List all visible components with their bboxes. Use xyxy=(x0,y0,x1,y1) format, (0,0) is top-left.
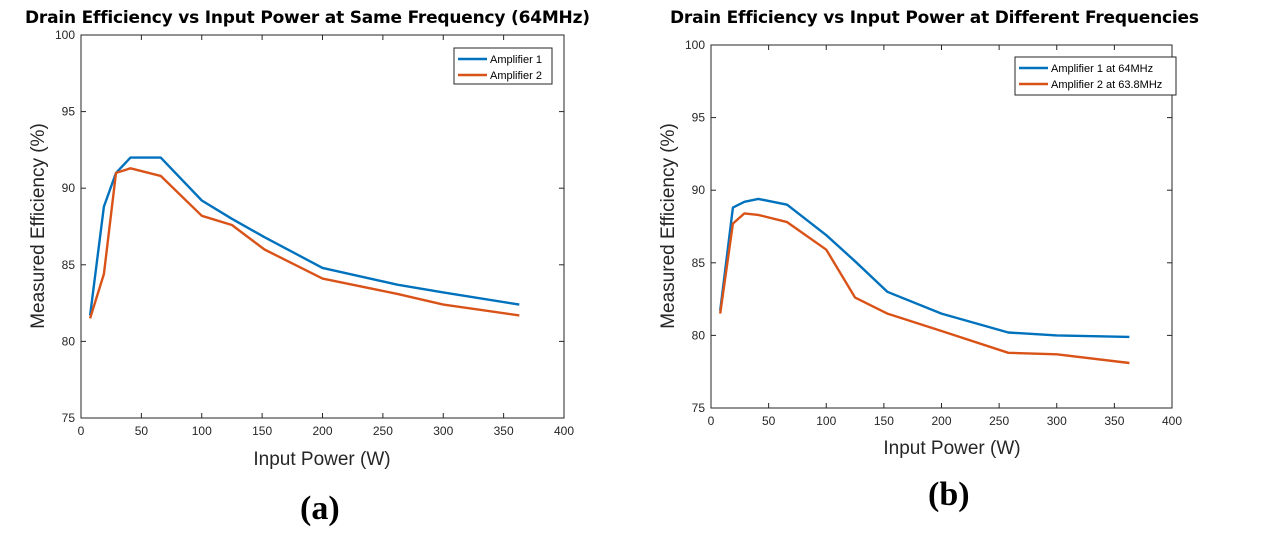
chart-b: 0 50 100 150 200 250 300 350 400 75 80 85 90 95 100 Am… xyxy=(658,38,1182,459)
x-tick-label: 150 xyxy=(252,424,272,438)
x-axis-label: Input Power (W) xyxy=(883,438,1020,459)
y-tick-label: 100 xyxy=(685,38,705,52)
x-tick-label: 100 xyxy=(816,414,836,428)
x-tick-label: 300 xyxy=(433,424,453,438)
y-tick-label: 95 xyxy=(692,111,706,125)
x-tick-label: 150 xyxy=(874,414,894,428)
y-tick-label: 90 xyxy=(62,181,76,195)
panel-label-a: (a) xyxy=(300,490,340,527)
legend-box xyxy=(1014,56,1177,96)
legend: Amplifier 1 Amplifier 2 xyxy=(453,47,553,85)
x-tick-label: 0 xyxy=(78,424,85,438)
legend-label-1: Amplifier 1 xyxy=(490,54,542,66)
y-tick-label: 75 xyxy=(62,411,76,425)
x-tick-label: 350 xyxy=(494,424,514,438)
x-tick-label: 300 xyxy=(1047,414,1067,428)
tick-group: 0 50 100 150 200 250 300 350 400 75 80 85 90 95 100 xyxy=(685,38,1182,428)
y-tick-label: 80 xyxy=(62,334,76,348)
x-tick-label: 0 xyxy=(708,414,715,428)
x-tick-label: 100 xyxy=(192,424,212,438)
panel-label-b: (b) xyxy=(928,476,970,513)
x-tick-label: 200 xyxy=(931,414,951,428)
tick-group: 0 50 100 150 200 250 300 350 400 75 80 85 90 95 100 xyxy=(55,28,574,438)
y-tick-label: 80 xyxy=(692,328,706,342)
series-line-1 xyxy=(88,156,520,316)
y-axis-label: Measured Efficiency (%) xyxy=(28,123,49,329)
y-tick-label: 100 xyxy=(55,28,75,42)
x-tick-label: 50 xyxy=(135,424,149,438)
legend-box xyxy=(453,47,553,85)
x-tick-label: 200 xyxy=(312,424,332,438)
legend-label-2: Amplifier 2 at 63.8MHz xyxy=(1051,79,1162,91)
y-tick-label: 90 xyxy=(692,183,706,197)
chart-a: 0 50 100 150 200 250 300 350 400 75 80 85 90 95 100 Am… xyxy=(28,28,574,470)
series-line-2 xyxy=(88,167,520,319)
x-tick-label: 50 xyxy=(762,414,776,428)
y-tick-label: 95 xyxy=(62,105,76,119)
x-axis-label: Input Power (W) xyxy=(253,449,390,470)
series-line-2 xyxy=(719,212,1130,365)
x-tick-label: 250 xyxy=(373,424,393,438)
x-tick-label: 250 xyxy=(989,414,1009,428)
legend: Amplifier 1 at 64MHz Amplifier 2 at 63.8M… xyxy=(1014,56,1177,96)
y-tick-label: 85 xyxy=(62,258,76,272)
y-tick-label: 85 xyxy=(692,256,706,270)
legend-label-1: Amplifier 1 at 64MHz xyxy=(1051,63,1153,75)
plot-area xyxy=(80,34,565,419)
series-lines xyxy=(88,156,520,319)
y-tick-label: 75 xyxy=(692,401,706,415)
y-axis-label: Measured Efficiency (%) xyxy=(658,123,679,329)
x-tick-label: 350 xyxy=(1104,414,1124,428)
plot-area xyxy=(710,44,1173,409)
chart-b-title: Drain Efficiency vs Input Power at Diffe… xyxy=(670,8,1199,28)
x-tick-label: 400 xyxy=(1162,414,1182,428)
series-line-1 xyxy=(719,197,1130,339)
legend-label-2: Amplifier 2 xyxy=(490,70,542,82)
series-lines xyxy=(719,197,1130,365)
chart-a-title: Drain Efficiency vs Input Power at Same … xyxy=(25,8,590,28)
x-tick-label: 400 xyxy=(554,424,574,438)
